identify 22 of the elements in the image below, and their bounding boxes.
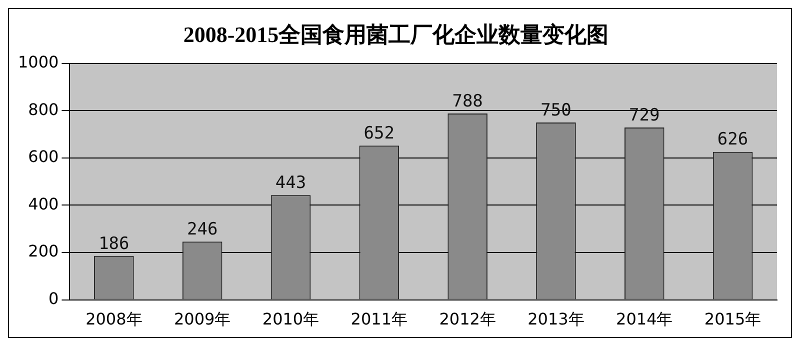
y-tick-label: 200 [28,242,59,261]
data-label: 729 [629,105,660,126]
x-tick-label: 2009年 [174,310,231,329]
data-label: 246 [186,220,218,240]
x-tick-label: 2010年 [262,310,320,329]
y-tick-label: 1000 [18,52,59,72]
data-label: 186 [98,234,130,254]
data-label: 626 [717,130,748,150]
chart-title: 2008-2015全国食用菌工厂化企业数量变化图 [183,22,609,47]
x-tick-label: 2013年 [528,310,584,329]
x-tick-label: 2008年 [86,310,142,329]
x-tick-label: 2012年 [439,310,496,329]
x-tick-label: 2014年 [616,310,673,329]
data-label: 443 [275,172,306,193]
y-tick-label: 800 [28,100,59,119]
data-label: 652 [364,124,395,144]
y-tick-label: 600 [28,147,59,166]
y-tick-label: 0 [48,288,59,308]
x-tick-label: 2015年 [704,310,762,329]
y-tick-label: 400 [28,194,59,214]
data-label: 788 [452,91,483,112]
x-tick-label: 2011年 [350,310,408,329]
